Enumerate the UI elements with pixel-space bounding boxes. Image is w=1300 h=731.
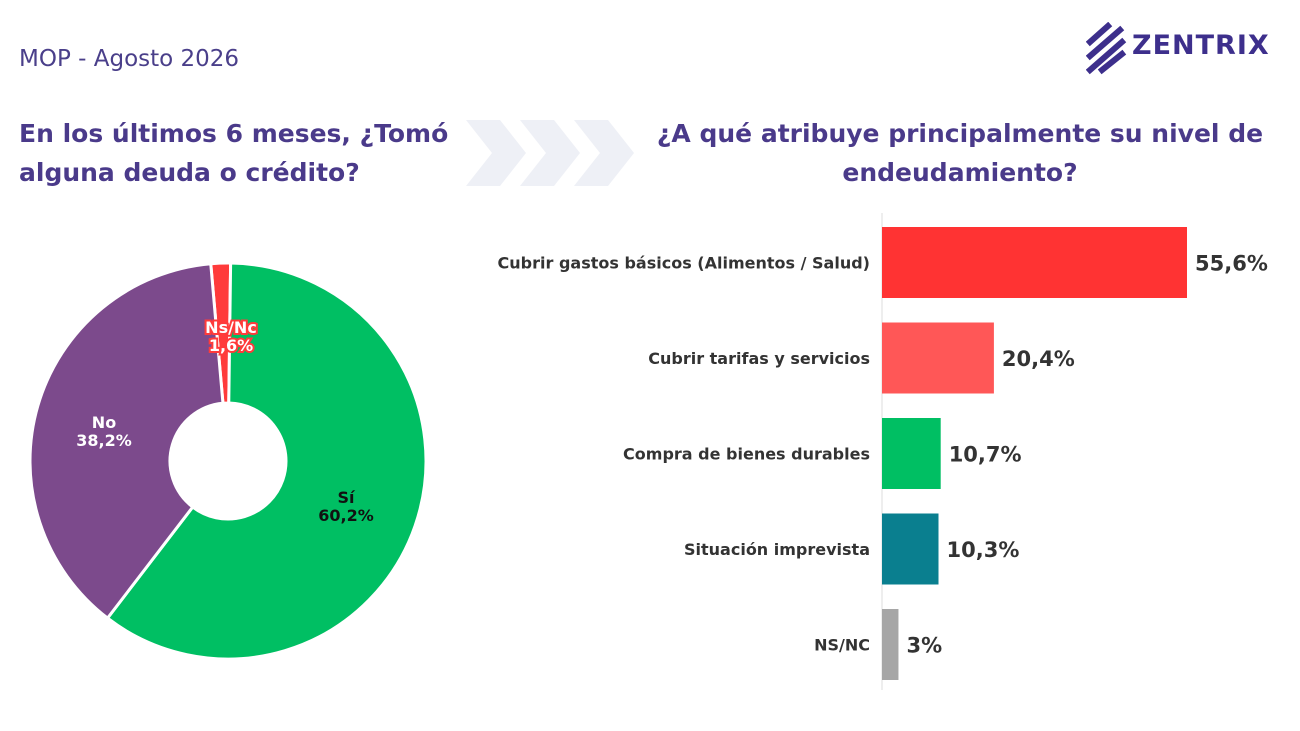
- logo-text: ZENTRIX: [1132, 30, 1270, 61]
- page-subtitle: MOP - Agosto 2026: [19, 46, 240, 72]
- bar-category-label: Compra de bienes durables: [623, 445, 870, 464]
- bar-value-label: 20,4%: [1002, 347, 1075, 371]
- donut-value-label: 1,6%: [209, 336, 253, 355]
- bar-0: [882, 227, 1187, 298]
- donut-category-label: Sí: [337, 488, 356, 507]
- zentrix-logo-icon: [1085, 21, 1127, 75]
- bar-value-label: 10,3%: [947, 538, 1020, 562]
- bar-category-label: Situación imprevista: [684, 540, 870, 559]
- donut-chart-title: En los últimos 6 meses, ¿Tomó alguna deu…: [19, 119, 449, 187]
- donut-value-label: 38,2%: [76, 431, 132, 450]
- bar-chart-title: ¿A qué atribuye principalmente su nivel …: [656, 119, 1264, 187]
- bar-4: [882, 609, 899, 680]
- donut-category-label: No: [92, 413, 116, 432]
- donut-value-label: 60,2%: [318, 506, 374, 525]
- donut-slice-2: [28, 262, 225, 621]
- donut-category-label: Ns/Nc: [205, 318, 257, 337]
- bar-value-label: 55,6%: [1195, 252, 1268, 276]
- bar-2: [882, 418, 941, 489]
- bar-value-label: 10,7%: [949, 443, 1022, 467]
- donut-slice-1: [105, 261, 428, 661]
- bar-1: [882, 322, 994, 394]
- brand-logo: ZENTRIX: [1085, 21, 1286, 76]
- bar-category-label: Cubrir gastos básicos (Alimentos / Salud…: [498, 254, 870, 273]
- bar-value-label: 3%: [906, 634, 942, 658]
- bar-category-label: Cubrir tarifas y servicios: [648, 349, 870, 368]
- chevron-arrows-icon: [466, 120, 634, 186]
- bar-chart: Cubrir gastos básicos (Alimentos / Salud…: [498, 213, 1268, 690]
- bar-category-label: NS/NC: [814, 636, 870, 655]
- bar-3: [882, 513, 939, 585]
